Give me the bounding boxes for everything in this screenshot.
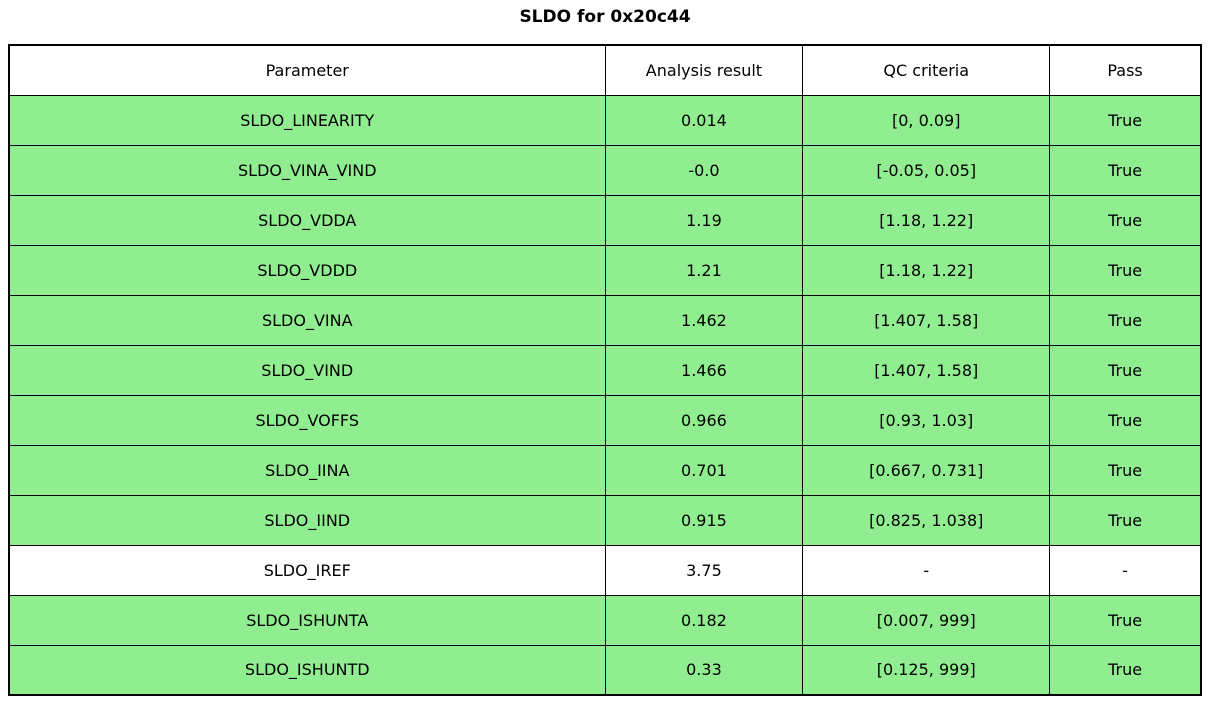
parameter-cell: SLDO_VOFFS — [8, 394, 606, 446]
analysis-result-cell: 0.014 — [604, 94, 804, 146]
qc-criteria-cell: [1.407, 1.58] — [802, 344, 1051, 396]
table-row: SLDO_VDDD 1.21 [1.18, 1.22] True — [8, 244, 1202, 296]
table-row: SLDO_VINA 1.462 [1.407, 1.58] True — [8, 294, 1202, 346]
pass-cell: True — [1049, 344, 1202, 396]
qc-criteria-cell: [0.007, 999] — [802, 594, 1051, 646]
table-row: SLDO_LINEARITY 0.014 [0, 0.09] True — [8, 94, 1202, 146]
parameter-cell: SLDO_IREF — [8, 544, 606, 596]
parameter-cell: SLDO_VIND — [8, 344, 606, 396]
pass-cell: True — [1049, 94, 1202, 146]
parameter-cell: SLDO_VINA_VIND — [8, 144, 606, 196]
qc-criteria-cell: [0.825, 1.038] — [802, 494, 1051, 546]
qc-criteria-cell: [0.125, 999] — [802, 644, 1051, 696]
parameter-cell: SLDO_ISHUNTD — [8, 644, 606, 696]
table-row: SLDO_VOFFS 0.966 [0.93, 1.03] True — [8, 394, 1202, 446]
qc-criteria-cell: - — [802, 544, 1051, 596]
qc-criteria-cell: [0.93, 1.03] — [802, 394, 1051, 446]
analysis-result-cell: 1.462 — [604, 294, 804, 346]
parameter-cell: SLDO_ISHUNTA — [8, 594, 606, 646]
column-header-pass: Pass — [1049, 44, 1202, 96]
analysis-result-cell: 0.966 — [604, 394, 804, 446]
analysis-result-cell: 0.182 — [604, 594, 804, 646]
qc-criteria-cell: [0.667, 0.731] — [802, 444, 1051, 496]
page-title: SLDO for 0x20c44 — [519, 7, 691, 27]
column-header-analysis-result: Analysis result — [604, 44, 804, 96]
qc-results-table: Parameter Analysis result QC criteria Pa… — [8, 44, 1202, 696]
analysis-result-cell: 1.466 — [604, 344, 804, 396]
analysis-result-cell: 1.21 — [604, 244, 804, 296]
column-header-parameter: Parameter — [8, 44, 606, 96]
analysis-result-cell: 3.75 — [604, 544, 804, 596]
pass-cell: True — [1049, 644, 1202, 696]
table-row: SLDO_IREF 3.75 - - — [8, 544, 1202, 596]
table-row: SLDO_VINA_VIND -0.0 [-0.05, 0.05] True — [8, 144, 1202, 196]
parameter-cell: SLDO_IIND — [8, 494, 606, 546]
table-row: SLDO_ISHUNTD 0.33 [0.125, 999] True — [8, 644, 1202, 696]
parameter-cell: SLDO_LINEARITY — [8, 94, 606, 146]
pass-cell: True — [1049, 144, 1202, 196]
table-row: SLDO_IIND 0.915 [0.825, 1.038] True — [8, 494, 1202, 546]
parameter-cell: SLDO_VDDA — [8, 194, 606, 246]
qc-criteria-cell: [-0.05, 0.05] — [802, 144, 1051, 196]
analysis-result-cell: 0.33 — [604, 644, 804, 696]
qc-criteria-cell: [1.18, 1.22] — [802, 194, 1051, 246]
table-body: SLDO_LINEARITY 0.014 [0, 0.09] True SLDO… — [8, 94, 1202, 696]
table-row: SLDO_IINA 0.701 [0.667, 0.731] True — [8, 444, 1202, 496]
analysis-result-cell: -0.0 — [604, 144, 804, 196]
pass-cell: - — [1049, 544, 1202, 596]
parameter-cell: SLDO_VINA — [8, 294, 606, 346]
pass-cell: True — [1049, 494, 1202, 546]
pass-cell: True — [1049, 444, 1202, 496]
analysis-result-cell: 0.701 — [604, 444, 804, 496]
pass-cell: True — [1049, 394, 1202, 446]
table-row: SLDO_ISHUNTA 0.182 [0.007, 999] True — [8, 594, 1202, 646]
table-header: Parameter Analysis result QC criteria Pa… — [8, 44, 1202, 96]
pass-cell: True — [1049, 294, 1202, 346]
column-header-qc-criteria: QC criteria — [802, 44, 1051, 96]
table-row: SLDO_VIND 1.466 [1.407, 1.58] True — [8, 344, 1202, 396]
analysis-result-cell: 1.19 — [604, 194, 804, 246]
qc-criteria-cell: [1.18, 1.22] — [802, 244, 1051, 296]
qc-criteria-cell: [1.407, 1.58] — [802, 294, 1051, 346]
analysis-result-cell: 0.915 — [604, 494, 804, 546]
qc-criteria-cell: [0, 0.09] — [802, 94, 1051, 146]
pass-cell: True — [1049, 244, 1202, 296]
table-row: SLDO_VDDA 1.19 [1.18, 1.22] True — [8, 194, 1202, 246]
pass-cell: True — [1049, 194, 1202, 246]
pass-cell: True — [1049, 594, 1202, 646]
table-header-row: Parameter Analysis result QC criteria Pa… — [8, 44, 1202, 96]
parameter-cell: SLDO_VDDD — [8, 244, 606, 296]
parameter-cell: SLDO_IINA — [8, 444, 606, 496]
